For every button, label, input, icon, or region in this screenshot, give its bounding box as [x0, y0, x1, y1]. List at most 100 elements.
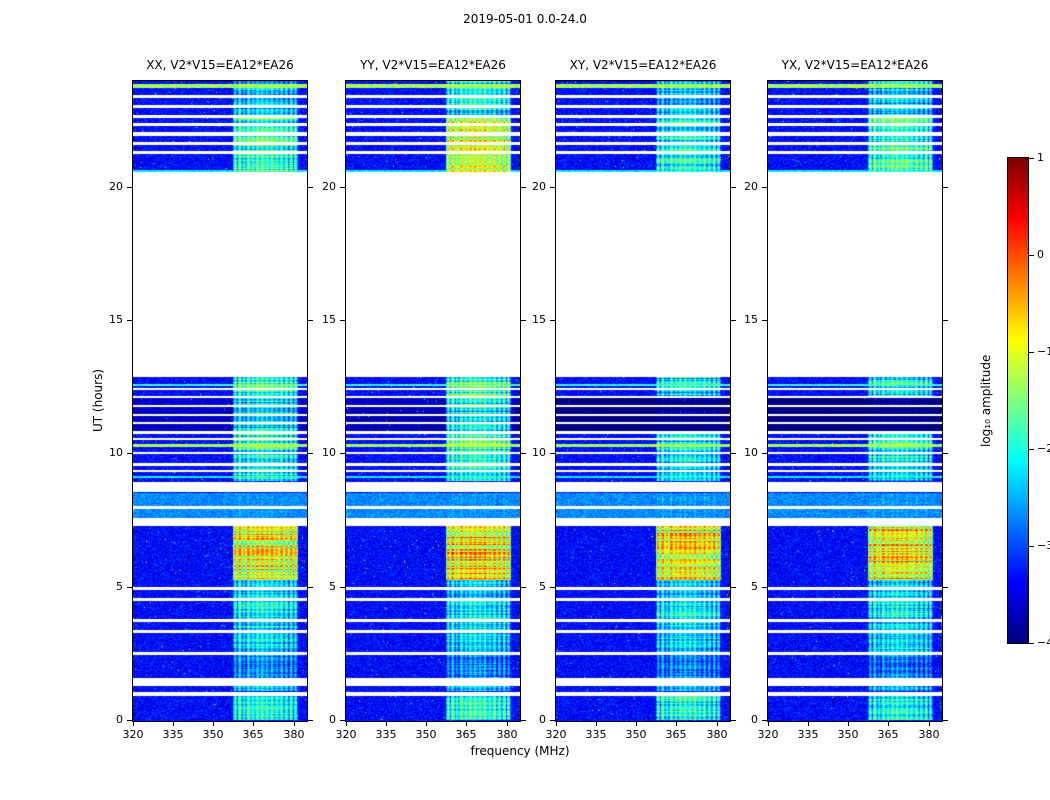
colorbar-tick-mark [1029, 643, 1034, 644]
y-tick-mark [521, 320, 526, 321]
colorbar-tick-label: −2 [1037, 442, 1050, 455]
y-tick-mark [340, 587, 345, 588]
x-tick-mark [133, 721, 134, 726]
x-tick-label: 350 [625, 728, 647, 741]
spectrogram-xx [133, 81, 307, 721]
x-tick-label: 365 [242, 728, 264, 741]
x-tick-mark [253, 721, 254, 726]
y-tick-mark [943, 587, 948, 588]
y-tick-mark [308, 720, 313, 721]
y-tick-mark [127, 453, 132, 454]
y-tick-mark [762, 187, 767, 188]
y-tick-mark [340, 720, 345, 721]
colorbar-tick-label: 1 [1037, 151, 1044, 164]
x-tick-mark [426, 721, 427, 726]
y-tick-label: 10 [109, 446, 123, 459]
x-tick-label: 350 [415, 728, 437, 741]
y-tick-label: 10 [744, 446, 758, 459]
x-tick-mark [346, 721, 347, 726]
y-tick-mark [762, 320, 767, 321]
y-tick-label: 5 [539, 580, 546, 593]
spectrogram-yx [768, 81, 942, 721]
y-tick-mark [762, 453, 767, 454]
panel-title-yx: YX, V2*V15=EA12*EA26 [781, 58, 929, 72]
panel-xy: XY, V2*V15=EA12*EA26 [555, 58, 731, 722]
x-tick-mark [556, 721, 557, 726]
y-tick-mark [340, 187, 345, 188]
panel-title-xy: XY, V2*V15=EA12*EA26 [569, 58, 717, 72]
x-tick-mark [808, 721, 809, 726]
y-tick-mark [762, 587, 767, 588]
x-tick-mark [213, 721, 214, 726]
x-axis-label: frequency (MHz) [470, 744, 570, 758]
x-tick-label: 320 [335, 728, 357, 741]
colorbar-gradient [1008, 158, 1028, 643]
x-tick-mark [294, 721, 295, 726]
x-tick-label: 365 [455, 728, 477, 741]
x-tick-mark [768, 721, 769, 726]
x-tick-mark [596, 721, 597, 726]
y-tick-label: 5 [116, 580, 123, 593]
x-tick-mark [636, 721, 637, 726]
x-tick-mark [676, 721, 677, 726]
y-tick-mark [308, 453, 313, 454]
y-tick-label: 20 [322, 180, 336, 193]
y-tick-mark [521, 720, 526, 721]
spectrogram-xy [556, 81, 730, 721]
x-tick-label: 335 [797, 728, 819, 741]
y-tick-label: 20 [109, 180, 123, 193]
y-tick-label: 20 [532, 180, 546, 193]
colorbar [1007, 157, 1029, 644]
colorbar-tick-mark [1029, 255, 1034, 256]
y-tick-label: 10 [322, 446, 336, 459]
x-tick-label: 365 [877, 728, 899, 741]
y-tick-mark [521, 187, 526, 188]
y-tick-mark [550, 453, 555, 454]
colorbar-tick-mark [1029, 352, 1034, 353]
y-tick-label: 5 [329, 580, 336, 593]
x-tick-label: 380 [706, 728, 728, 741]
x-tick-mark [173, 721, 174, 726]
panel-title-yy: YY, V2*V15=EA12*EA26 [360, 58, 506, 72]
x-tick-mark [888, 721, 889, 726]
y-axis-label: UT (hours) [91, 368, 105, 432]
y-tick-mark [340, 453, 345, 454]
y-tick-mark [127, 720, 132, 721]
spectrogram-yy [346, 81, 520, 721]
y-tick-mark [943, 720, 948, 721]
y-tick-mark [550, 320, 555, 321]
y-tick-mark [127, 587, 132, 588]
panel-title-xx: XX, V2*V15=EA12*EA26 [146, 58, 294, 72]
x-tick-mark [717, 721, 718, 726]
x-tick-label: 335 [375, 728, 397, 741]
y-tick-mark [731, 720, 736, 721]
y-tick-mark [127, 187, 132, 188]
x-tick-label: 335 [585, 728, 607, 741]
x-tick-label: 380 [283, 728, 305, 741]
colorbar-tick-label: −4 [1037, 636, 1050, 649]
y-tick-mark [550, 187, 555, 188]
x-tick-label: 350 [202, 728, 224, 741]
x-tick-label: 320 [122, 728, 144, 741]
y-tick-mark [762, 720, 767, 721]
colorbar-tick-mark [1029, 449, 1034, 450]
x-tick-mark [848, 721, 849, 726]
y-tick-mark [731, 187, 736, 188]
y-tick-mark [521, 587, 526, 588]
y-tick-label: 15 [744, 313, 758, 326]
y-tick-mark [731, 320, 736, 321]
y-tick-label: 0 [539, 713, 546, 726]
panel-xx: XX, V2*V15=EA12*EA26 [132, 58, 308, 722]
y-tick-label: 0 [116, 713, 123, 726]
y-tick-mark [308, 320, 313, 321]
colorbar-tick-label: −3 [1037, 539, 1050, 552]
colorbar-tick-label: 0 [1037, 248, 1044, 261]
y-tick-mark [127, 320, 132, 321]
y-tick-mark [340, 320, 345, 321]
y-tick-label: 20 [744, 180, 758, 193]
x-tick-mark [386, 721, 387, 726]
colorbar-label: log₁₀ amplitude [979, 354, 993, 447]
x-tick-label: 350 [837, 728, 859, 741]
y-tick-mark [550, 587, 555, 588]
